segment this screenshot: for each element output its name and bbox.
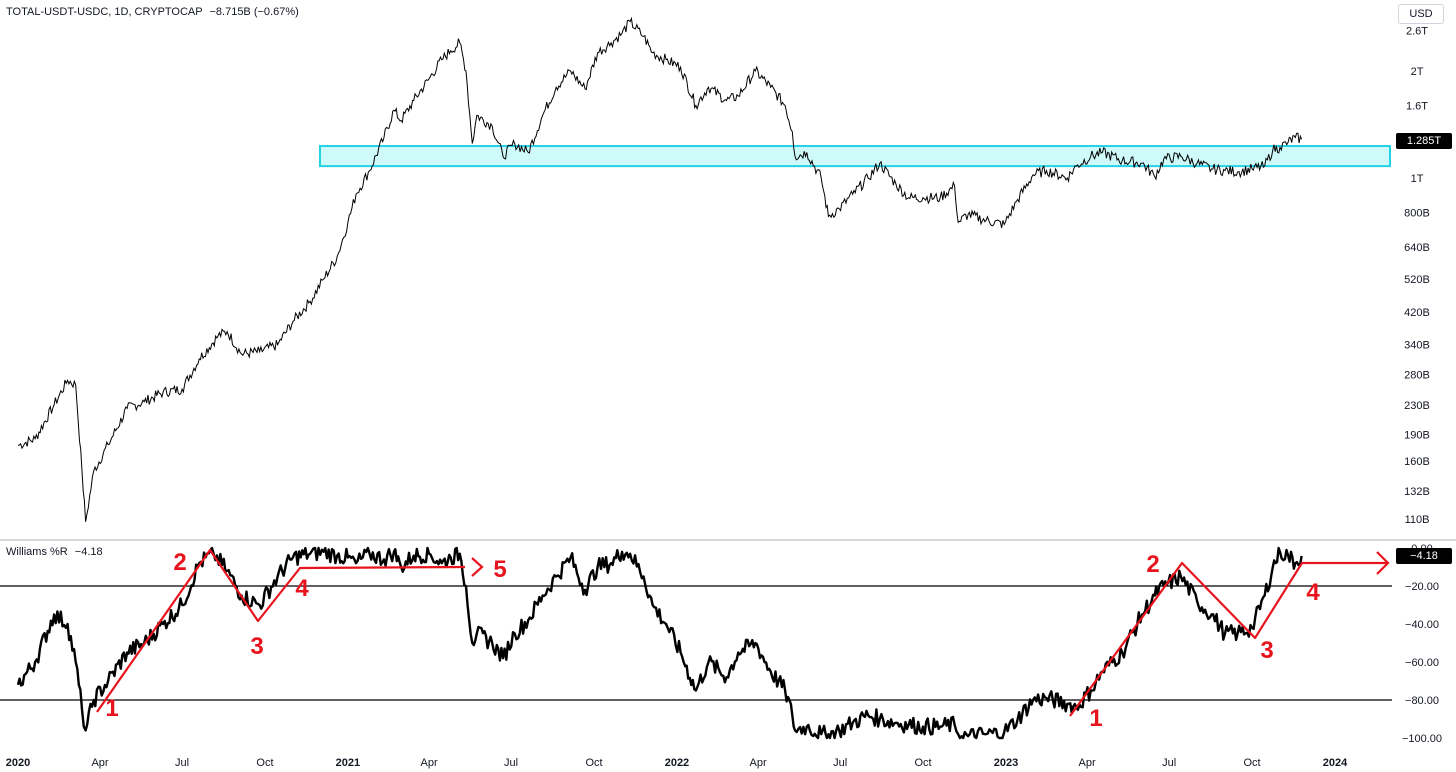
price-tick-label: 190B xyxy=(1404,430,1430,442)
time-tick-label: Jul xyxy=(1162,757,1176,769)
price-tick-label: 280B xyxy=(1404,370,1430,382)
time-tick-label: Apr xyxy=(91,757,108,769)
time-axis: 2020 Apr Jul Oct 2021 Apr Jul Oct 2022 Apr Jul Oct 2… xyxy=(6,757,1348,769)
williams-line xyxy=(16,546,1303,740)
resistance-zone-layer xyxy=(318,145,1391,168)
price-tick-label: 2.6T xyxy=(1406,25,1428,37)
time-tick-label: 2023 xyxy=(994,757,1018,769)
price-axis: 2.6T 2T 1.6T 1T 800B 640B 520B 420B 340B 280B 230B… xyxy=(1404,25,1430,526)
wave-annotations: 1 2 3 4 5 1 2 3 4 xyxy=(96,548,1390,732)
wave-label-3: 3 xyxy=(250,633,263,660)
time-tick-label: Jul xyxy=(175,757,189,769)
symbol-title: TOTAL-USDT-USDC, 1D, CRYPTOCAP −8.715B (… xyxy=(6,6,299,18)
williams-series-layer xyxy=(16,546,1303,740)
wave-label-2: 2 xyxy=(173,549,186,576)
price-tick-label: 132B xyxy=(1404,486,1430,498)
current-williams-label: −4.18 xyxy=(1396,548,1452,564)
williams-tick-label: −80.00 xyxy=(1405,695,1439,707)
time-tick-label: 2020 xyxy=(6,757,30,769)
price-tick-label: 1T xyxy=(1411,173,1424,185)
arrow-head-2021 xyxy=(471,557,484,577)
price-tick-label: 1.6T xyxy=(1406,100,1428,112)
time-tick-label: Jul xyxy=(833,757,847,769)
wave-label-1: 1 xyxy=(1089,705,1102,732)
time-tick-label: Oct xyxy=(1244,757,1261,769)
time-tick-label: Apr xyxy=(420,757,437,769)
currency-button[interactable]: USD xyxy=(1398,4,1444,24)
price-tick-label: 230B xyxy=(1404,400,1430,412)
time-tick-label: Jul xyxy=(504,757,518,769)
arrow-head-2023 xyxy=(1376,551,1390,575)
price-line xyxy=(17,16,1303,522)
wave-label-4: 4 xyxy=(1306,579,1320,606)
williams-tick-label: −20.00 xyxy=(1405,581,1439,593)
time-tick-label: 2022 xyxy=(665,757,689,769)
indicator-name: Williams %R xyxy=(6,546,68,558)
time-tick-label: Oct xyxy=(256,757,273,769)
current-price-label: 1.285T xyxy=(1396,133,1452,149)
price-tick-label: 520B xyxy=(1404,274,1430,286)
wave-label-3: 3 xyxy=(1260,637,1273,664)
price-change: −8.715B (−0.67%) xyxy=(209,6,299,18)
wave-path-2023 xyxy=(1069,561,1387,717)
indicator-value: −4.18 xyxy=(74,546,103,558)
williams-tick-label: −100.00 xyxy=(1402,733,1442,745)
wave-label-5: 5 xyxy=(493,556,506,583)
price-tick-label: 640B xyxy=(1404,242,1430,254)
price-series-layer xyxy=(17,16,1303,522)
price-tick-label: 800B xyxy=(1404,207,1430,219)
time-tick-label: 2021 xyxy=(336,757,360,769)
price-tick-label: 340B xyxy=(1404,340,1430,352)
price-tick-label: 420B xyxy=(1404,307,1430,319)
indicator-legend: Williams %R −4.18 xyxy=(6,546,103,558)
time-tick-label: Oct xyxy=(914,757,931,769)
wave-label-2: 2 xyxy=(1146,551,1159,578)
resistance-zone xyxy=(318,145,1391,168)
wave-label-1: 1 xyxy=(105,695,118,722)
time-tick-label: Oct xyxy=(585,757,602,769)
williams-tick-label: −40.00 xyxy=(1405,619,1439,631)
wave-path-2020 xyxy=(96,548,466,713)
time-tick-label: Apr xyxy=(750,757,767,769)
time-tick-label: Apr xyxy=(1079,757,1096,769)
price-tick-label: 2T xyxy=(1411,66,1424,78)
price-tick-label: 160B xyxy=(1404,456,1430,468)
price-tick-label: 110B xyxy=(1405,514,1430,526)
time-tick-label: 2024 xyxy=(1323,757,1348,769)
wave-label-4: 4 xyxy=(295,575,309,602)
symbol-line: TOTAL-USDT-USDC, 1D, CRYPTOCAP xyxy=(6,6,203,18)
williams-tick-label: −60.00 xyxy=(1405,657,1439,669)
